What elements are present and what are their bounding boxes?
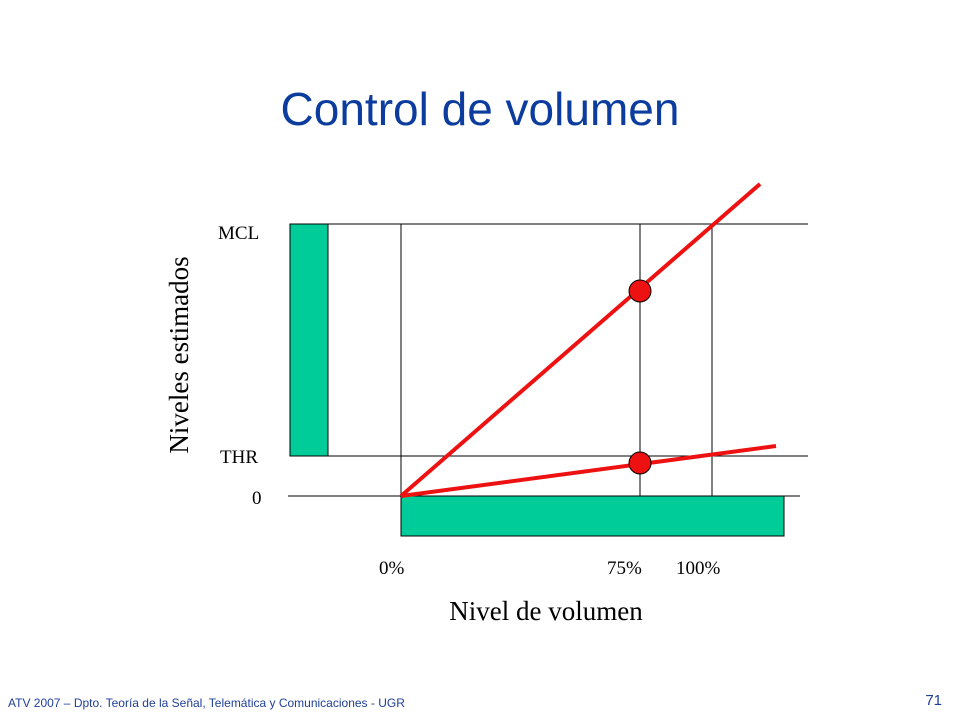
upper-marker — [628, 279, 652, 303]
tick-label-0: 0% — [379, 558, 405, 579]
volume-level-bar — [400, 495, 785, 537]
mcl-label: MCL — [218, 223, 259, 244]
thr-label: THR — [220, 447, 258, 468]
zero-label: 0 — [252, 488, 262, 509]
tick-label-100: 100% — [676, 558, 721, 579]
y-axis-label: Niveles estimados — [164, 256, 194, 453]
steep-mapping-line — [399, 182, 762, 498]
estimated-levels-bar — [289, 223, 329, 457]
slide-title: Control de volumen — [280, 83, 680, 135]
shallow-mapping-line — [400, 444, 777, 498]
footer-text: ATV 2007 – Dpto. Teoría de la Señal, Tel… — [8, 696, 405, 710]
x-axis-label: Nivel de volumen — [449, 596, 643, 626]
page-number: 71 — [925, 692, 942, 709]
lower-marker — [628, 451, 652, 475]
tick-label-75: 75% — [607, 558, 642, 579]
